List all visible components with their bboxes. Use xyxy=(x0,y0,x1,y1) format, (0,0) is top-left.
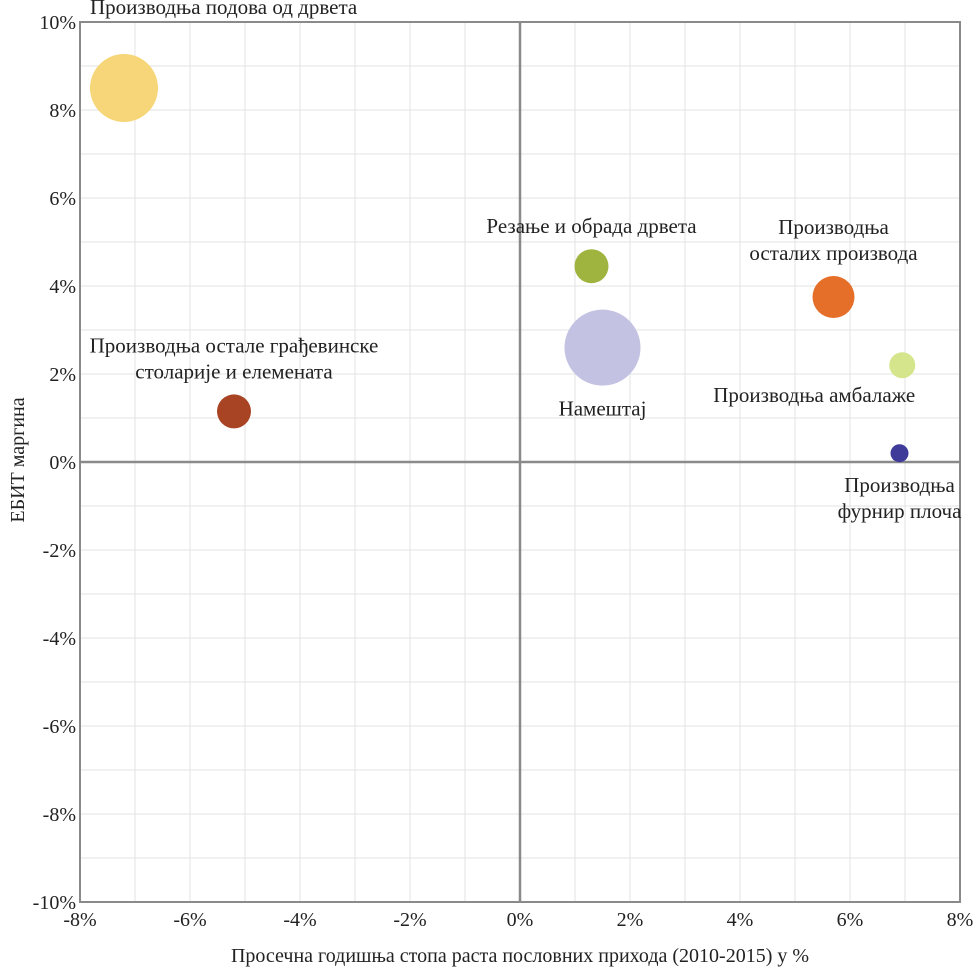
x-tick-label: -8% xyxy=(63,909,96,931)
bubbles xyxy=(90,54,916,463)
y-tick-label: 10% xyxy=(39,12,76,34)
y-tick-label: -10% xyxy=(33,892,76,914)
y-axis-title: ЕБИТ маргина xyxy=(7,397,29,522)
tick-labels: -8% -6% -4% -2% 0% 2% 4% 6% 8%-10%-8%-6%-4%-2%0%… xyxy=(33,12,974,931)
bubble xyxy=(564,309,641,386)
bubble-label: Производња подова од дрвета xyxy=(90,0,358,19)
y-tick-label: -2% xyxy=(43,540,76,562)
bubble-label: Намештај xyxy=(559,397,647,421)
bubble xyxy=(889,352,916,379)
bubble-label: Производња амбалаже xyxy=(713,383,915,407)
y-tick-label: 8% xyxy=(49,100,76,122)
bubble-label: Производња фурнир плоча xyxy=(838,473,963,523)
y-tick-label: 4% xyxy=(49,276,76,298)
bubble xyxy=(90,54,158,122)
bubble xyxy=(217,394,251,429)
bubble xyxy=(812,276,855,318)
axes xyxy=(79,21,961,903)
x-tick-label: 8% xyxy=(947,909,974,931)
x-tick-label: 6% xyxy=(837,909,864,931)
x-tick-label: -6% xyxy=(173,909,206,931)
x-axis-title: Просечна годишња стопа раста пословних п… xyxy=(231,945,809,967)
x-tick-label: -2% xyxy=(393,909,426,931)
y-tick-label: 0% xyxy=(49,452,76,474)
x-tick-label: 0% xyxy=(507,909,534,931)
y-tick-label: 2% xyxy=(49,364,76,386)
bubble xyxy=(574,249,609,284)
x-tick-label: 2% xyxy=(617,909,644,931)
x-tick-label: 4% xyxy=(727,909,754,931)
y-tick-label: -4% xyxy=(43,628,76,650)
y-tick-label: -6% xyxy=(43,716,76,738)
x-tick-label: -4% xyxy=(283,909,316,931)
bubble-label: Резање и обрада дрвета xyxy=(486,214,697,238)
bubble xyxy=(890,444,909,463)
bubble-label: Производња осталих производа xyxy=(749,215,918,265)
bubble-labels: Производња подова од дрвета Резање и обра… xyxy=(90,0,962,523)
y-tick-label: -8% xyxy=(43,804,76,826)
bubble-label: Производња остале грађевинске столарије и… xyxy=(90,333,379,383)
y-tick-label: 6% xyxy=(49,188,76,210)
